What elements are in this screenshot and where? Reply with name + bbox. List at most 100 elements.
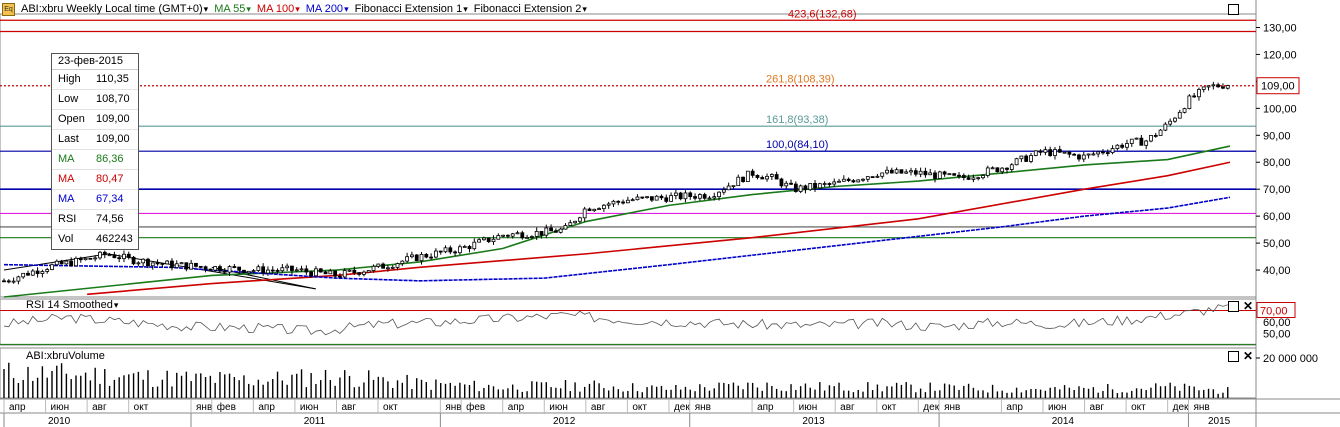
candle-body bbox=[376, 263, 381, 267]
candle-body bbox=[309, 271, 314, 277]
candle-body bbox=[582, 208, 587, 219]
x-month-label: апр bbox=[258, 402, 275, 413]
candle-body bbox=[645, 196, 649, 199]
candle-body bbox=[1105, 152, 1110, 154]
candle-body bbox=[453, 251, 458, 254]
candle-body bbox=[1129, 138, 1134, 144]
candle-body bbox=[1029, 155, 1033, 162]
x-month-label: окт bbox=[134, 402, 149, 413]
fib1-dropdown[interactable]: Fibonacci Extension 1 bbox=[355, 3, 468, 15]
info-row-vol: Vol 462243 bbox=[52, 230, 138, 249]
candle-body bbox=[664, 197, 669, 202]
info-key: MA bbox=[58, 153, 75, 165]
ma55-dropdown[interactable]: MA 55 bbox=[214, 3, 251, 15]
candle-body bbox=[40, 271, 45, 274]
candle-body bbox=[846, 178, 851, 181]
x-month-label: окт bbox=[1131, 402, 1146, 413]
candle-body bbox=[462, 246, 467, 248]
candle-body bbox=[1110, 148, 1115, 153]
candle-body bbox=[1182, 108, 1187, 113]
ohlc-info-box: 23-фев-2015 High 110,35 Low 108,70 Open 109,0… bbox=[51, 53, 139, 250]
close-rsi-icon[interactable]: ✕ bbox=[1243, 299, 1254, 313]
candle-body bbox=[501, 234, 505, 237]
fib2-dropdown[interactable]: Fibonacci Extension 2 bbox=[474, 3, 587, 15]
candle-body bbox=[280, 267, 285, 272]
x-month-label: авг bbox=[1090, 402, 1105, 413]
candle-body bbox=[995, 167, 1000, 173]
candle-body bbox=[822, 183, 827, 185]
candle-body bbox=[856, 179, 861, 183]
fib-label: 261,8(108,39) bbox=[766, 74, 835, 86]
info-value: 462243 bbox=[96, 233, 133, 245]
candle-body bbox=[769, 174, 774, 177]
candle-body bbox=[933, 172, 937, 179]
candle-body bbox=[275, 269, 280, 272]
candle-body bbox=[736, 176, 741, 187]
candle-body bbox=[112, 254, 117, 259]
candle-body bbox=[611, 200, 616, 205]
ma100-dropdown[interactable]: MA 100 bbox=[257, 3, 300, 15]
candle-body bbox=[841, 178, 846, 182]
candle-body bbox=[961, 175, 966, 179]
candle-body bbox=[88, 257, 93, 260]
candle-body bbox=[913, 170, 918, 175]
fib-label: 161,8(93,38) bbox=[766, 114, 828, 126]
candle-body bbox=[894, 169, 899, 174]
candle-body bbox=[630, 199, 635, 202]
candle-body bbox=[141, 258, 146, 264]
fib-label: 423,6(132,68) bbox=[788, 8, 857, 20]
ma200-dropdown[interactable]: MA 200 bbox=[306, 3, 349, 15]
candle-body bbox=[1192, 95, 1197, 98]
candle-body bbox=[520, 232, 525, 239]
candle-body bbox=[1081, 154, 1086, 160]
x-month-label: авг bbox=[591, 402, 606, 413]
x-month-label: июн bbox=[799, 402, 818, 413]
candle-body bbox=[26, 272, 30, 276]
candle-body bbox=[1187, 95, 1192, 110]
maximize-volume-button[interactable] bbox=[1228, 351, 1239, 362]
candle-body bbox=[563, 225, 568, 230]
x-month-label: дек bbox=[674, 402, 690, 413]
x-month-label: апр bbox=[508, 402, 525, 413]
candle-body bbox=[371, 265, 376, 271]
candle-body bbox=[323, 271, 328, 275]
candle-body bbox=[405, 256, 410, 262]
candle-body bbox=[208, 268, 213, 271]
y-tick-label: 50,00 bbox=[1263, 238, 1291, 250]
candle-body bbox=[21, 272, 26, 278]
candle-body bbox=[150, 262, 155, 267]
candle-body bbox=[179, 262, 184, 265]
ma-line-1 bbox=[3, 145, 1231, 298]
candle-body bbox=[577, 217, 582, 222]
candle-body bbox=[261, 266, 266, 274]
trendline bbox=[3, 253, 316, 290]
info-value: 109,00 bbox=[96, 113, 130, 125]
candle-body bbox=[98, 251, 102, 259]
rsi-level-box bbox=[1256, 302, 1296, 318]
candle-body bbox=[227, 266, 232, 273]
info-row-ma: MA 86,36 bbox=[52, 150, 138, 170]
candle-body bbox=[424, 253, 429, 258]
candle-body bbox=[1115, 144, 1120, 149]
candle-body bbox=[654, 195, 659, 201]
candle-body bbox=[35, 270, 40, 274]
candle-body bbox=[947, 173, 952, 176]
rsi-panel-title[interactable]: RSI 14 Smoothed bbox=[26, 299, 118, 311]
candle-body bbox=[1168, 120, 1173, 125]
candle-body bbox=[851, 180, 856, 183]
info-key: Last bbox=[58, 133, 79, 145]
maximize-main-button[interactable] bbox=[1228, 4, 1239, 15]
candle-body bbox=[338, 275, 342, 278]
candle-body bbox=[496, 235, 501, 240]
candle-body bbox=[16, 276, 21, 282]
candle-body bbox=[942, 171, 947, 175]
candle-body bbox=[45, 269, 50, 272]
candle-body bbox=[861, 178, 865, 181]
maximize-rsi-button[interactable] bbox=[1228, 301, 1239, 312]
symbol-dropdown[interactable]: ABI:xbru Weekly Local time (GMT+0) bbox=[21, 3, 208, 15]
close-volume-icon[interactable]: ✕ bbox=[1243, 349, 1254, 363]
candle-body bbox=[294, 269, 299, 272]
x-month-label: янв bbox=[695, 402, 711, 413]
candle-body bbox=[568, 222, 573, 226]
